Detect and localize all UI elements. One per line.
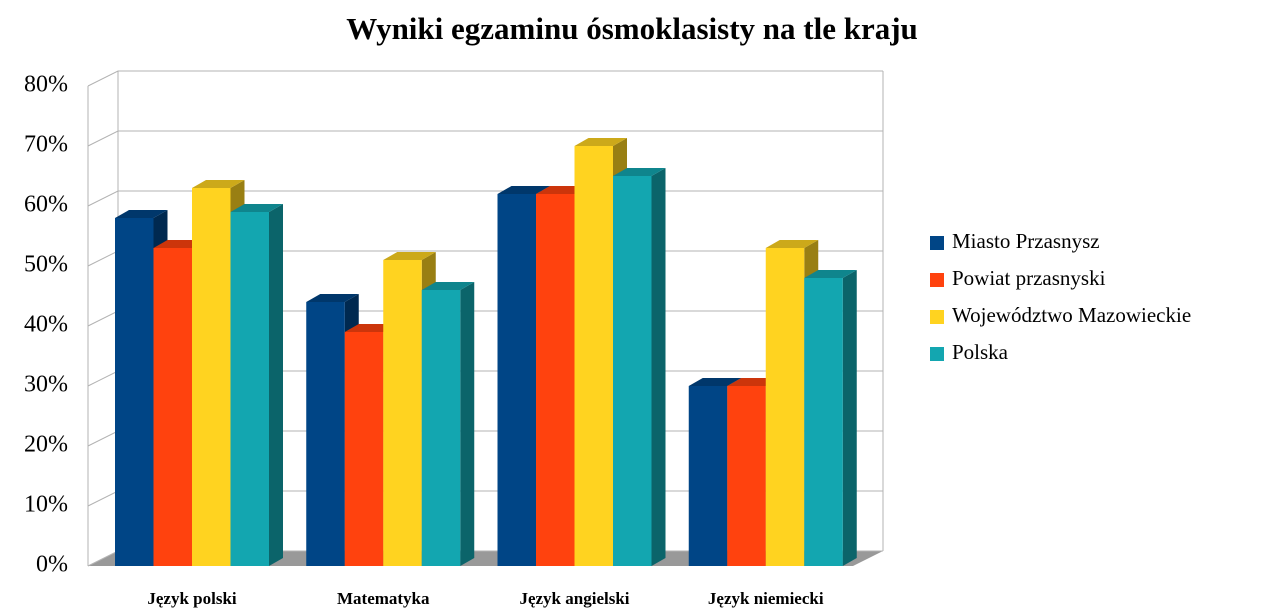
- y-tick-label: 20%: [24, 432, 68, 458]
- grid-line: [87, 130, 883, 147]
- y-tick-label: 80%: [24, 72, 68, 98]
- bar: [688, 386, 728, 566]
- bar-top: [192, 180, 245, 188]
- bar: [306, 302, 345, 566]
- bar-top: [765, 240, 819, 248]
- bar: [115, 218, 154, 566]
- grid-line: [87, 70, 883, 87]
- bar-top: [230, 204, 283, 212]
- bar-top: [306, 294, 359, 302]
- floor: [88, 551, 883, 566]
- bar: [421, 290, 461, 566]
- bar-side: [460, 282, 475, 566]
- legend-swatch: [930, 236, 944, 250]
- bar-top: [804, 270, 857, 278]
- x-tick-label: Język angielski: [519, 589, 629, 608]
- legend-label: Powiat przasnyski: [952, 266, 1106, 290]
- bar: [804, 278, 843, 566]
- bar: [574, 146, 613, 566]
- y-tick-label: 70%: [24, 132, 68, 158]
- x-tick-label: Język niemiecki: [708, 589, 824, 608]
- bar: [153, 248, 192, 566]
- y-tick-label: 40%: [24, 312, 68, 338]
- y-tick-label: 60%: [24, 192, 68, 218]
- bar-side: [269, 204, 283, 566]
- chart-title: Wyniki egzaminu ósmoklasisty na tle kraj…: [346, 11, 918, 46]
- legend-swatch: [930, 310, 944, 324]
- bar: [383, 260, 422, 566]
- bar: [536, 194, 575, 566]
- bar-top: [688, 378, 742, 386]
- bar: [192, 188, 231, 566]
- bar: [613, 176, 652, 566]
- bar-top: [613, 168, 666, 176]
- bar: [230, 212, 269, 566]
- bar-side: [842, 270, 857, 566]
- legend-label: Miasto Przasnysz: [952, 229, 1100, 253]
- bar-side: [651, 168, 666, 566]
- y-tick-label: 50%: [24, 252, 68, 278]
- x-tick-label: Język polski: [147, 589, 237, 608]
- y-tick-label: 10%: [24, 492, 68, 518]
- bar: [497, 194, 536, 566]
- legend-swatch: [930, 273, 944, 287]
- bar-top: [574, 138, 627, 146]
- y-tick-label: 30%: [24, 372, 68, 398]
- bar-top: [421, 282, 475, 290]
- x-tick-label: Matematyka: [337, 589, 430, 608]
- legend-swatch: [930, 347, 944, 361]
- legend-label: Województwo Mazowieckie: [952, 303, 1191, 327]
- y-tick-label: 0%: [36, 552, 68, 578]
- bar: [727, 386, 766, 566]
- bar-top: [497, 186, 550, 194]
- bar: [765, 248, 805, 566]
- bar: [344, 332, 384, 566]
- bar-top: [115, 210, 168, 218]
- bar-top: [383, 252, 436, 260]
- legend-label: Polska: [952, 340, 1009, 364]
